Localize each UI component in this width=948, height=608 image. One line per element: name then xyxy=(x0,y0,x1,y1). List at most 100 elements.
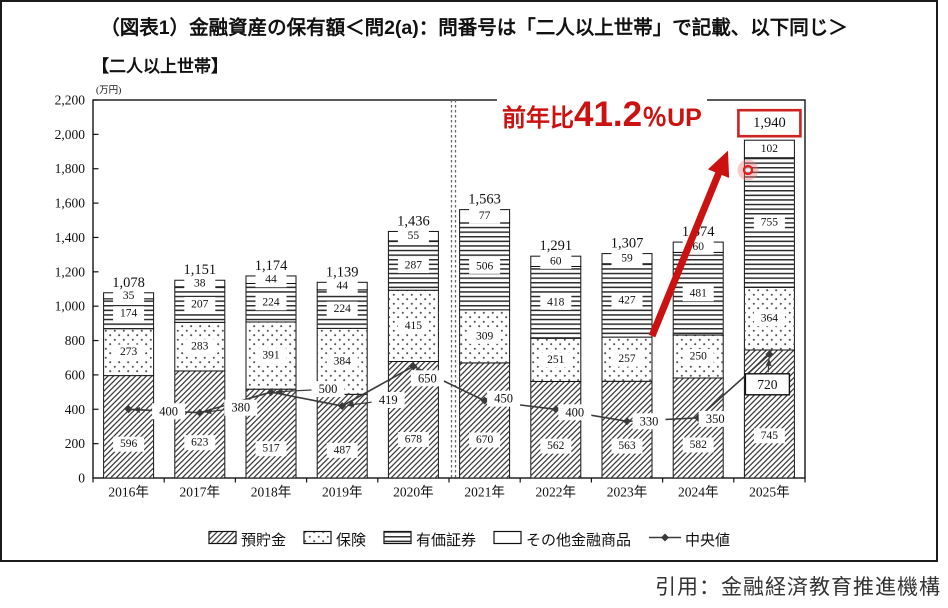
segment-value-label: 257 xyxy=(618,353,636,365)
segment-value-label: 174 xyxy=(120,308,138,320)
chart-canvas: (万円) 0 200 400 600 800 1,000 1,200 1,400 1,600 1,8… xyxy=(55,85,806,500)
segment-value-label: 562 xyxy=(547,440,565,452)
segment-value-label: 384 xyxy=(334,355,352,367)
segment-value-label-bg xyxy=(469,258,501,274)
segment-value-label-bg xyxy=(255,295,287,311)
legend-item-series-3-swatch-icon xyxy=(493,530,523,549)
total-label: 1,078 xyxy=(112,275,145,291)
bar-2022 xyxy=(530,255,582,479)
segment-value-label-bg xyxy=(326,353,358,369)
segment-value-label-bg xyxy=(113,344,145,360)
legend-item-series-0-label: 預貯金 xyxy=(240,532,286,549)
segment-value-label: 427 xyxy=(618,294,636,306)
x-axis-category-label: 2023年 xyxy=(607,485,648,500)
segment-value-label-bg xyxy=(255,441,287,457)
y-axis-tick-label: 1,800 xyxy=(55,161,86,176)
y-axis-tick-label: 200 xyxy=(65,436,86,451)
median-value-label: 330 xyxy=(640,414,659,428)
median-value-label-bg xyxy=(311,381,345,398)
segment-value-label: 224 xyxy=(334,303,352,315)
segment-value-label: 582 xyxy=(690,439,708,451)
bar-segment-pattern xyxy=(103,375,154,478)
median-value-label: 450 xyxy=(494,392,513,406)
legend-item-series-1-swatch-icon xyxy=(303,530,333,549)
segment-value-label: 506 xyxy=(476,260,494,272)
segment-value-label-bg xyxy=(753,141,785,157)
segment-value-label-bg xyxy=(184,276,216,292)
y-axis-tick-label: 400 xyxy=(65,402,86,417)
segment-value-label-bg xyxy=(540,438,572,454)
chart-plot-group: (万円) 0 200 400 600 800 1,000 1,200 1,400 1,600 1,8… xyxy=(55,85,806,500)
segment-value-label-bg xyxy=(326,278,358,294)
x-axis-category-label: 2024年 xyxy=(678,485,719,500)
legend-item-median-label: 中央値 xyxy=(685,532,731,549)
segment-value-label-bg xyxy=(540,352,572,368)
bar-segment-pattern xyxy=(673,378,724,478)
segment-value-label-bg xyxy=(611,351,643,367)
median-value-label-bg xyxy=(152,403,186,420)
y-axis-unit-label: (万円) xyxy=(96,85,121,96)
segment-value-label: 102 xyxy=(761,143,779,155)
y-axis-tick-label: 0 xyxy=(78,471,85,486)
median-marker xyxy=(409,362,418,371)
segment-value-label: 487 xyxy=(334,444,352,456)
median-marker xyxy=(765,350,774,359)
segment-value-label: 670 xyxy=(476,434,494,446)
total-label: 1,436 xyxy=(397,213,430,229)
segment-value-label: 38 xyxy=(194,278,206,290)
segment-value-label-bg xyxy=(611,292,643,308)
total-label: 1,291 xyxy=(539,238,572,254)
segment-value-label: 596 xyxy=(120,438,138,450)
median-value-label: 400 xyxy=(159,404,178,418)
segment-value-label-bg xyxy=(113,436,145,452)
legend-item-series-3-label: その他金融商品 xyxy=(526,532,632,549)
y-axis-tick-label: 800 xyxy=(65,333,86,348)
segment-value-label-bg xyxy=(397,318,429,334)
median-label-leader xyxy=(346,400,377,408)
median-marker xyxy=(551,405,560,414)
x-axis-category-label: 2021年 xyxy=(464,485,505,500)
y-axis-tick-label: 1,000 xyxy=(55,299,86,314)
segment-value-label-bg xyxy=(682,437,714,453)
segment-value-label: 309 xyxy=(476,330,494,342)
segment-value-label: 60 xyxy=(692,241,704,253)
segment-value-label-bg xyxy=(682,286,714,302)
median-marker xyxy=(480,396,489,405)
median-marker xyxy=(124,405,133,414)
median-value-label: 720 xyxy=(757,377,778,392)
median-value-label: 380 xyxy=(231,401,250,415)
legend-item-series-2: 有価証券 xyxy=(383,529,476,550)
yoy-annotation: 前年比 41.2 ％UP xyxy=(497,95,707,135)
segment-value-label: 415 xyxy=(405,320,423,332)
y-axis-tick-label: 2,200 xyxy=(55,93,86,108)
yoy-arrow-icon xyxy=(648,150,730,338)
median-value-label-bg xyxy=(224,399,258,416)
median-value-label: 500 xyxy=(319,382,338,396)
segment-value-label: 60 xyxy=(550,255,562,267)
median-value-label: 419 xyxy=(379,393,398,407)
segment-value-label: 273 xyxy=(120,346,138,358)
y-axis-tick-label: 1,200 xyxy=(55,264,86,279)
segment-value-label: 364 xyxy=(761,313,779,325)
legend-row: 預貯金 保険 有価証券 その他金融商品 中央値 xyxy=(0,529,938,550)
segment-value-label-bg xyxy=(255,272,287,288)
bar-segment-pattern xyxy=(602,381,652,478)
segment-value-label: 55 xyxy=(408,230,420,242)
x-axis-category-label: 2018年 xyxy=(251,485,292,500)
yoy-value-label: 41.2 xyxy=(574,95,643,134)
x-axis-category-label: 2016年 xyxy=(108,485,149,500)
segment-value-label-bg xyxy=(255,348,287,364)
total-label: 1,307 xyxy=(611,236,644,252)
segment-value-label-bg xyxy=(184,297,216,313)
legend-item-series-3: その他金融商品 xyxy=(493,529,631,550)
median-value-label-bg xyxy=(632,413,666,430)
segment-value-label-bg xyxy=(184,435,216,451)
median-value-label: 650 xyxy=(418,371,437,385)
median-value-label-bg xyxy=(698,410,732,427)
segment-value-label-bg xyxy=(397,258,429,274)
median-marker xyxy=(623,417,631,426)
x-axis-category-label: 2022年 xyxy=(536,485,577,500)
legend-item-series-1: 保険 xyxy=(303,529,366,550)
segment-value-label: 224 xyxy=(262,297,280,309)
